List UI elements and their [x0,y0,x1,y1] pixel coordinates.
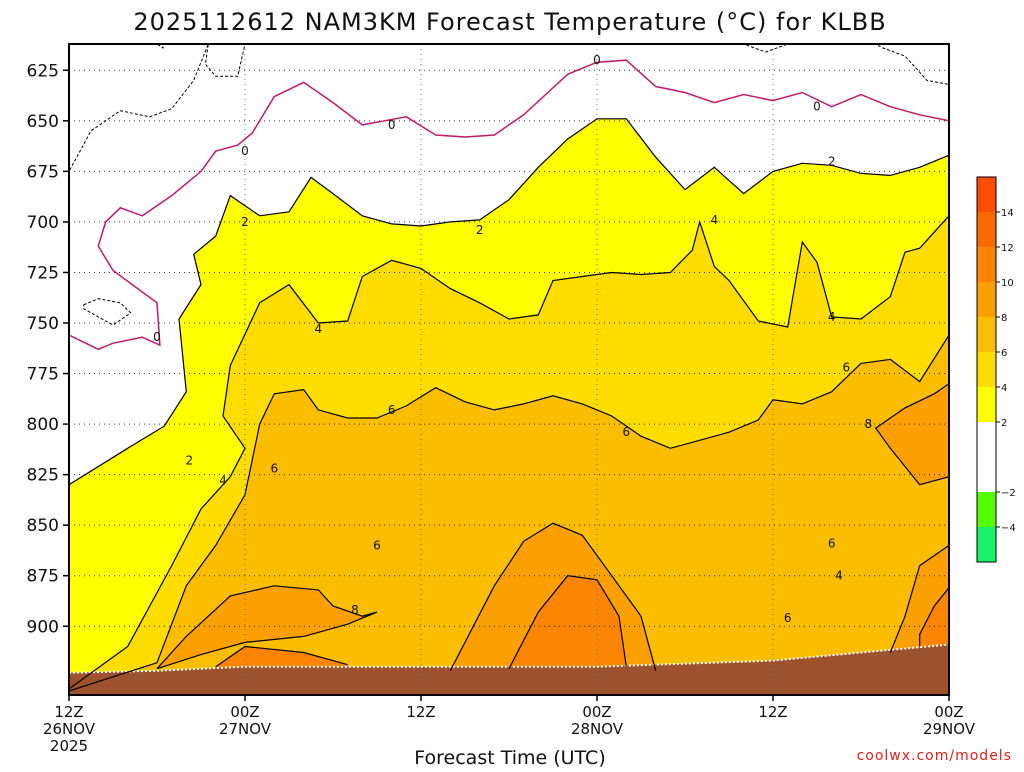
isotherm-label-0c: 0 [388,118,396,132]
fill-band-minus2c-0 [69,44,246,77]
colorbar-swatch [977,527,996,562]
colorbar-swatch [977,282,996,317]
x-tick-label: 28NOV [571,720,624,738]
y-tick-label: 650 [27,112,59,132]
x-tick-label: 29NOV [923,720,976,738]
colorbar-label: 4 [1001,383,1007,394]
isotherm-2c-1 [69,118,949,486]
x-tick-label: 12Z [54,703,83,721]
isotherm-label-6c: 6 [828,536,836,550]
colorbar: −4 −2 2 4 6 8 10 12 14 [976,176,1016,563]
y-tick-label: 750 [27,314,59,334]
isotherm-label-6c: 6 [843,360,851,374]
temperature-fill-layer [69,44,949,695]
isotherm-label-8c: 8 [351,603,359,617]
y-tick-label: 775 [27,365,59,385]
fill-band-minus2c-2 [875,44,949,85]
isotherm-label-2c: 2 [185,453,193,467]
y-tick-label: 825 [27,466,59,486]
colorbar-swatch [977,387,996,422]
isotherm-label-6c: 6 [373,538,381,552]
isotherm-label-4c: 4 [711,213,719,227]
isotherm-label-6c: 6 [388,403,396,417]
colorbar-swatch [977,212,996,247]
fill-band-minus2c-4 [83,298,132,326]
fill-band-minus2c-1 [69,44,209,172]
isotherm-8c-5 [449,522,657,671]
isotherm-label-2c: 2 [241,215,249,229]
isotherm-label-4c: 4 [835,569,843,583]
isotherm-label-4c: 4 [828,310,836,324]
colorbar-label: −4 [1001,523,1016,534]
isotherm-0c-0 [69,59,949,351]
colorbar-swatch [977,422,996,492]
fill-band-minus2c-3 [743,44,788,53]
colorbar-swatch [977,177,996,212]
y-axis-ticks: 625 650 675 700 725 750 775 800 825 850 875 900 [27,61,69,637]
isotherm-10c-9 [919,587,949,647]
colorbar-label: 14 [1001,208,1014,219]
isotherm-label-4c: 4 [315,322,323,336]
colorbar-label: 12 [1001,243,1014,254]
fill-band-10c-8 [509,575,627,695]
colorbar-swatch [977,317,996,352]
isotherm-8c-4 [156,585,378,670]
isotherm-10c-8 [508,575,627,669]
isotherm-label-0c: 0 [153,330,161,344]
y-tick-label: 675 [27,162,59,182]
isotherm-labels: 0 0 0 0 0 2 2 2 2 4 4 4 4 4 6 6 6 6 6 6 6 8 8 [153,53,872,625]
fill-band-8c-4 [157,585,377,669]
isotherm-label-6c: 6 [623,425,631,439]
y-tick-label: 875 [27,567,59,587]
isotherm-8c-6 [874,383,949,486]
x-tick-label: 12Z [406,703,435,721]
isotherm-label-2c: 2 [476,223,484,237]
isotherm-6c-3 [69,334,949,692]
terrain-shape [69,643,949,695]
colorbar-label: 8 [1001,313,1007,324]
colorbar-label: 10 [1001,278,1014,289]
y-tick-label: 900 [27,617,59,637]
fill-band-8c-6 [875,383,949,695]
isotherm-label-6c: 6 [784,611,792,625]
colorbar-swatch [977,247,996,282]
y-tick-label: 700 [27,213,59,233]
x-tick-label: 12Z [758,703,787,721]
x-tick-label: 00Z [934,703,963,721]
plot-frame [68,43,950,696]
isotherm-label-8c: 8 [865,417,873,431]
x-tick-label: 2025 [50,737,88,755]
isotherm-label-0c: 0 [593,53,601,67]
x-tick-label: 00Z [230,703,259,721]
isotherm-layer [69,59,949,692]
isotherm-label-0c: 0 [241,144,249,158]
isotherm-10c-10 [215,645,348,668]
terrain-layer [69,643,949,695]
colorbar-label: 6 [1001,348,1007,359]
y-tick-label: 800 [27,415,59,435]
y-tick-label: 625 [27,61,59,81]
isotherm-label-6c: 6 [271,462,279,476]
x-tick-label: 27NOV [219,720,272,738]
y-tick-label: 725 [27,263,59,283]
isotherm-label-2c: 2 [828,154,836,168]
isotherm-label-4c: 4 [219,474,227,488]
x-tick-label: 00Z [582,703,611,721]
x-axis-label: Forecast Time (UTC) [414,747,605,768]
colorbar-swatch [977,492,996,527]
isotherm-8c-7 [889,544,949,653]
colorbar-frame [976,176,997,563]
x-tick-label: 26NOV [43,720,96,738]
credit-link[interactable]: coolwx.com/models [857,748,1012,764]
colorbar-swatch [977,352,996,387]
colorbar-label: 2 [1001,418,1007,429]
isotherm-label-0c: 0 [813,100,821,114]
colorbar-label: −2 [1001,488,1016,499]
isotherm-4c-2 [69,215,949,690]
chart-title: 2025112612 NAM3KM Forecast Temperature (… [133,8,886,36]
y-tick-label: 850 [27,516,59,536]
